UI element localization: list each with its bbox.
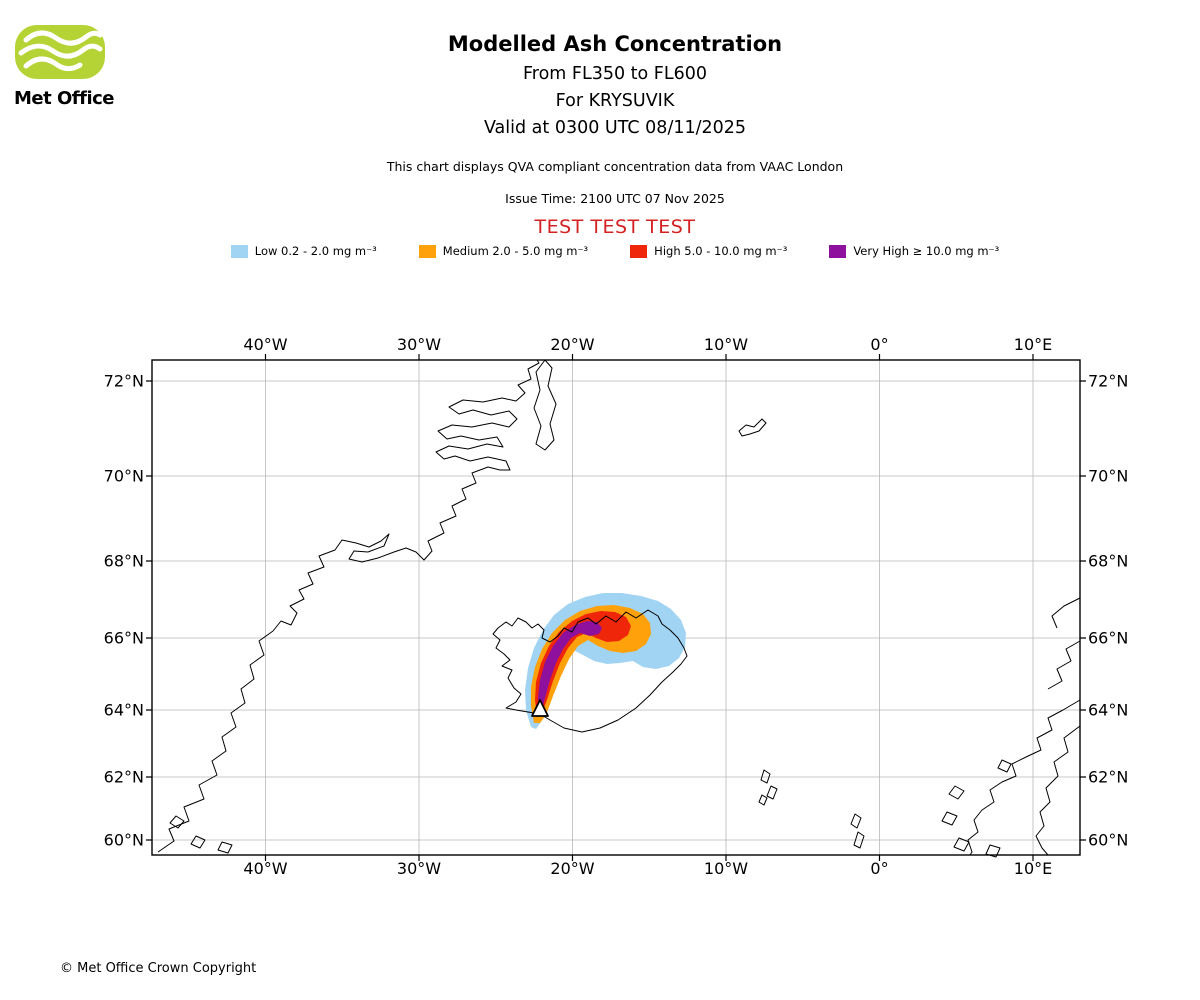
norway-island-chain [1047,597,1081,690]
page-title: Modelled Ash Concentration [447,32,783,56]
x-tick-label-top: 20°W [550,335,594,354]
y-tick-label-left: 70°N [104,467,144,486]
legend-item-low: Low 0.2 - 2.0 mg m⁻³ [230,244,377,258]
norway-coastline [967,699,1081,856]
norway-inner-coastline [1035,725,1081,856]
very-high-swatch-rect [829,244,847,258]
very-high-swatch-icon [829,244,847,258]
test-banner: TEST TEST TEST [534,216,696,238]
met-office-logo: Met Office [14,24,134,109]
x-tick-label-top: 10°E [1014,335,1052,354]
x-tick-label-bottom: 20°W [550,859,594,878]
coastlines [157,359,1081,858]
y-tick-label-right: 64°N [1088,701,1128,720]
greenland-coastline [157,359,540,853]
qva-description: This chart displays QVA compliant concen… [386,159,844,174]
met-office-logo-text: Met Office [14,88,115,109]
legend-label-very-high: Very High ≥ 10.0 mg m⁻³ [853,244,1000,258]
greenland-offshore-islands [169,815,233,854]
legend-item-medium: Medium 2.0 - 5.0 mg m⁻³ [418,244,589,258]
legend-label-low: Low 0.2 - 2.0 mg m⁻³ [254,244,377,258]
ash-extent-high [535,611,631,716]
logo-wave-2 [18,43,103,59]
y-tick-label-left: 64°N [104,701,144,720]
met-office-logo-mark-icon [15,25,105,79]
y-tick-label-right: 72°N [1088,372,1128,391]
y-tick-label-right: 70°N [1088,467,1128,486]
y-tick-label-left: 68°N [104,552,144,571]
concentration-legend: Low 0.2 - 2.0 mg m⁻³ Medium 2.0 - 5.0 mg… [30,244,1200,258]
low-swatch-icon [230,244,248,258]
medium-swatch-icon [418,244,436,258]
y-tick-label-left: 60°N [104,831,144,850]
x-tick-label-bottom: 10°E [1014,859,1052,878]
issue-time-label: Issue Time: 2100 UTC 07 Nov 2025 [505,191,725,206]
legend-item-high: High 5.0 - 10.0 mg m⁻³ [630,244,787,258]
high-swatch-icon [630,244,648,258]
valid-time-subtitle: Valid at 0300 UTC 08/11/2025 [483,118,747,138]
axis-labels: 40°W 30°W 20°W 10°W 0° 10°E 40°W 30°W 20… [104,335,1129,878]
y-tick-label-right: 66°N [1088,629,1128,648]
axis-ticks [146,354,1086,861]
volcano-subtitle: For KRYSUVIK [555,91,675,111]
x-tick-label-bottom: 10°W [704,859,748,878]
y-tick-label-right: 68°N [1088,552,1128,571]
legend-item-very-high: Very High ≥ 10.0 mg m⁻³ [829,244,999,258]
logo-wave-3 [23,56,83,72]
faroe-islands [758,769,778,806]
x-tick-label-bottom: 40°W [243,859,287,878]
ash-extent-very-high [538,621,602,712]
logo-wave-1 [23,30,103,46]
x-tick-label-bottom: 0° [870,859,888,878]
iceland-coastline [492,609,688,733]
map-frame [151,359,1081,856]
copyright-notice: © Met Office Crown Copyright [60,961,257,976]
x-tick-label-top: 10°W [704,335,748,354]
legend-label-medium: Medium 2.0 - 5.0 mg m⁻³ [442,244,589,258]
jan-mayen-island [738,418,767,437]
y-tick-label-left: 72°N [104,372,144,391]
shetland-islands [850,813,865,849]
medium-swatch-rect [418,244,436,258]
high-swatch-rect [630,244,648,258]
low-swatch-rect [230,244,248,258]
greenland-liverpool-land-coastline [533,359,557,451]
x-tick-label-top: 40°W [243,335,287,354]
y-tick-label-right: 62°N [1088,768,1128,787]
volcano-marker-icon [531,699,549,717]
x-tick-label-bottom: 30°W [397,859,441,878]
y-tick-label-left: 66°N [104,629,144,648]
flight-levels-subtitle: From FL350 to FL600 [522,64,708,84]
x-tick-label-top: 0° [870,335,888,354]
y-tick-label-left: 62°N [104,768,144,787]
x-tick-label-top: 30°W [397,335,441,354]
y-tick-label-right: 60°N [1088,831,1128,850]
legend-label-high: High 5.0 - 10.0 mg m⁻³ [654,244,788,258]
norway-offshore-islands [941,759,1012,858]
